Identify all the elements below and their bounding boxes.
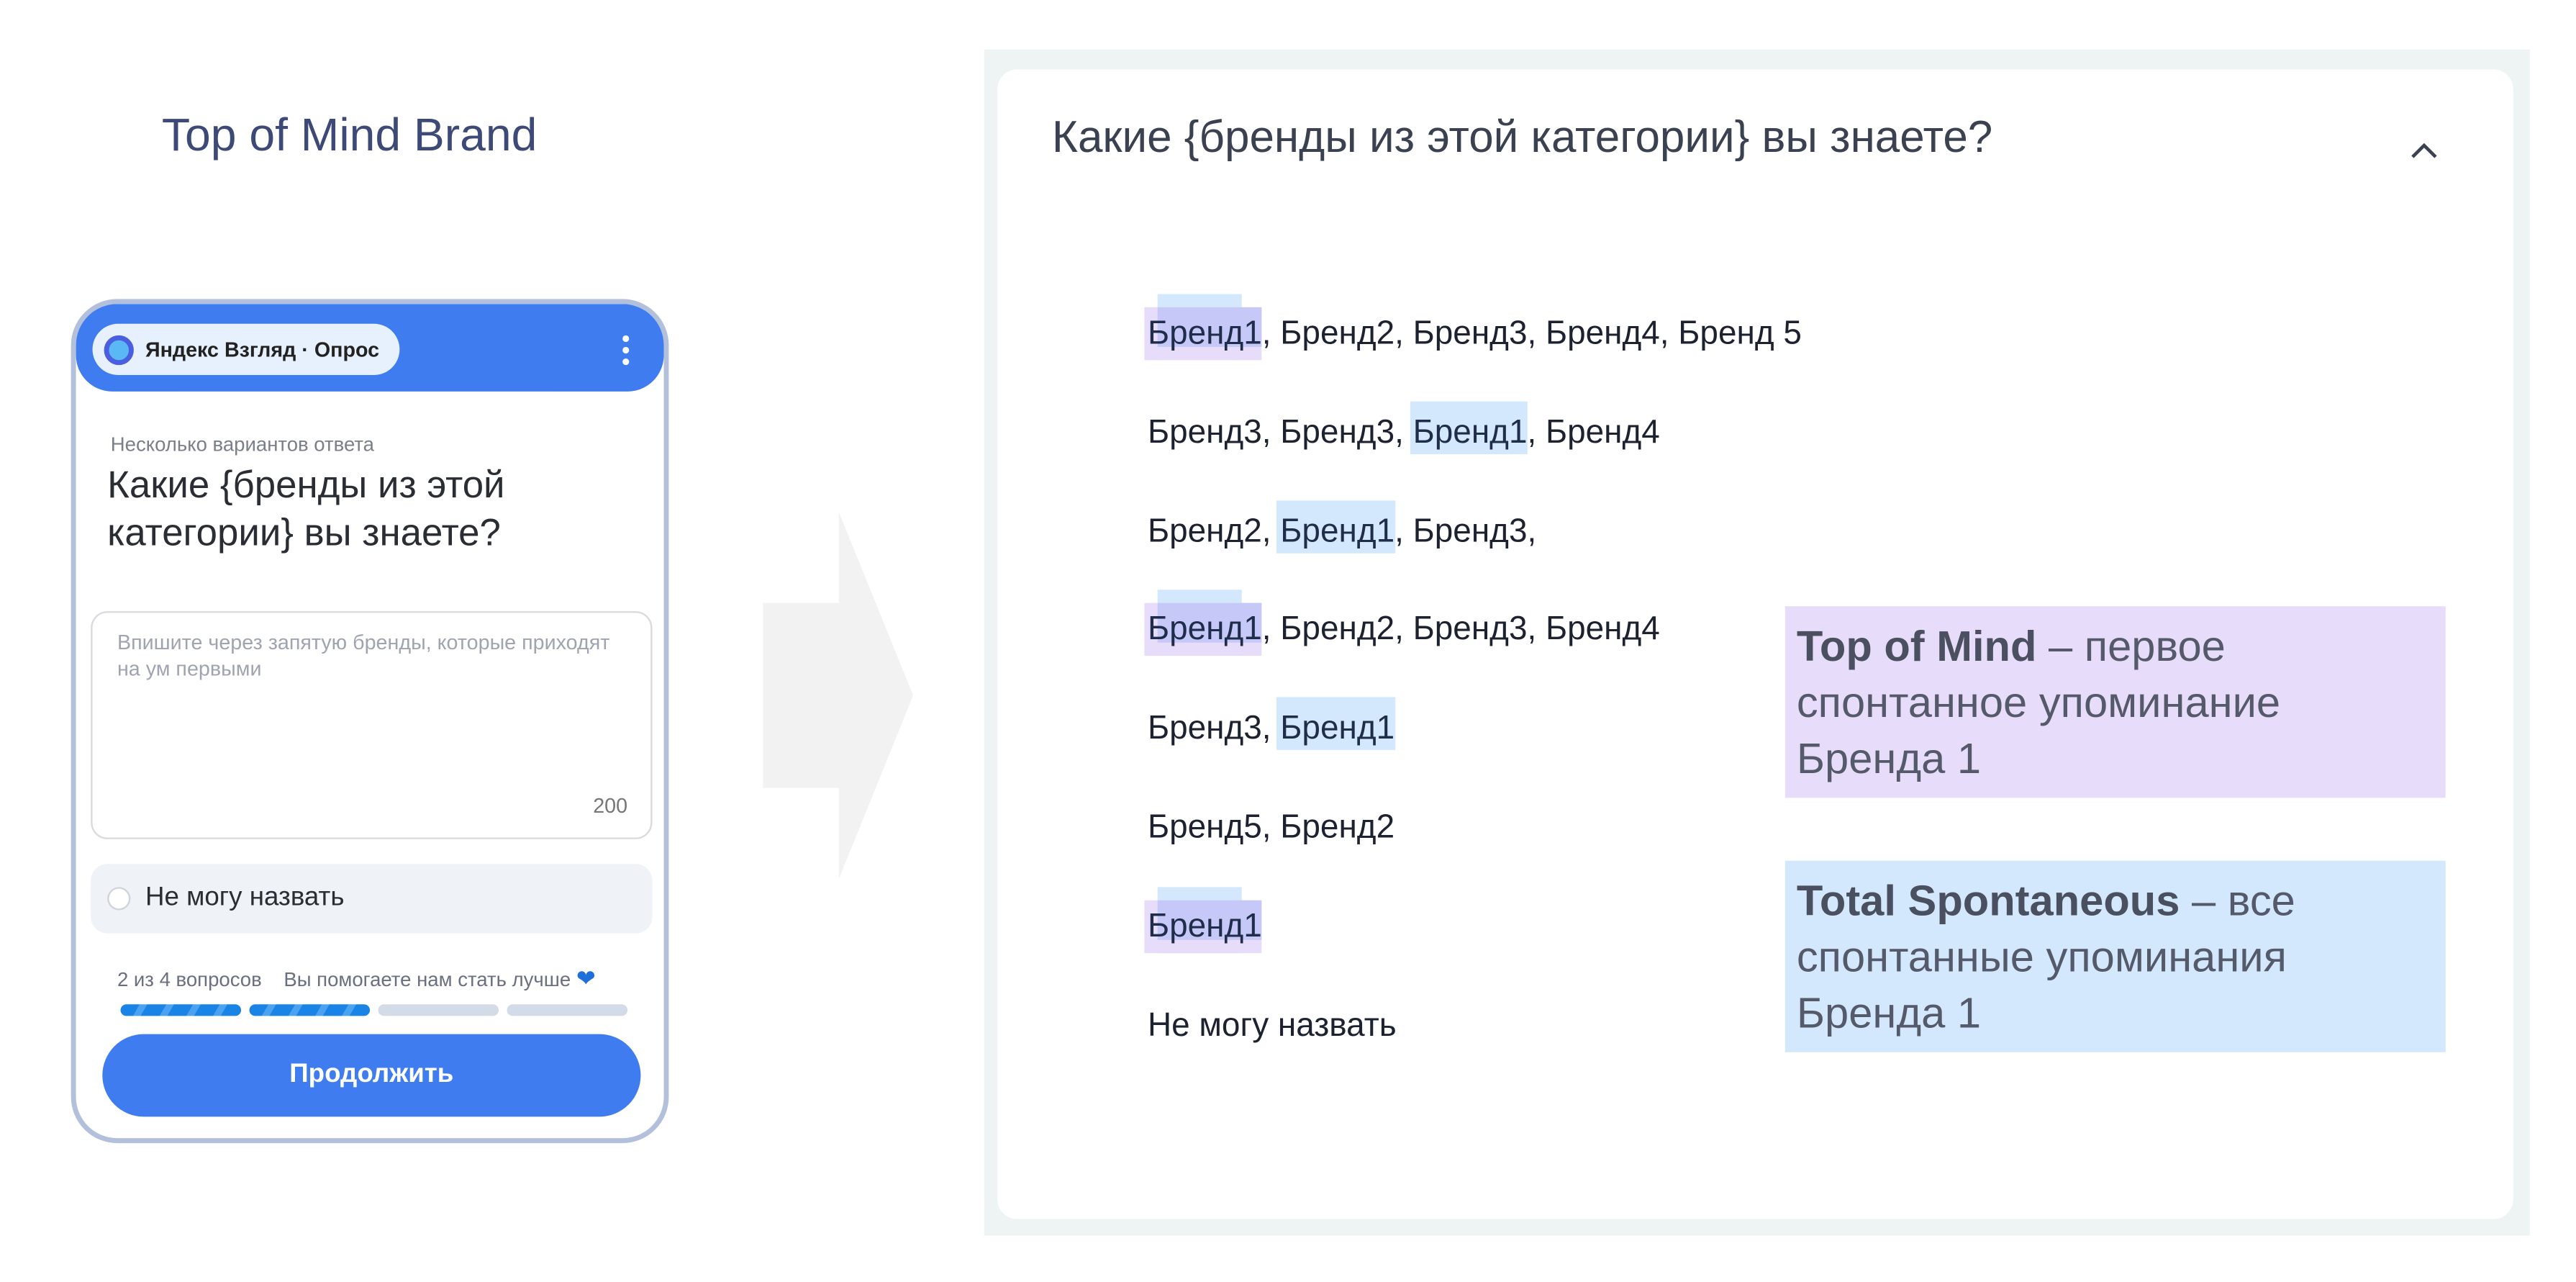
progress-caption: 2 из 4 вопросов Вы помогаете нам стать л… [117,965,596,993]
answer-row: Бренд5, Бренд2 [1148,808,1394,847]
note-term: Top of Mind [1796,620,2037,671]
brand-mention: Бренд1 [1147,612,1262,649]
highlight-top-of-mind: Бренд1 [1144,590,1262,656]
answer-row: Бренд2, Бренд1, Бренд3, [1147,500,1537,553]
textarea-placeholder: Впишите через запятую бренды, которые пр… [117,631,610,681]
answer-text: , Бренд3, [1394,513,1537,550]
answer-text: Бренд3, Бренд3, [1147,414,1413,451]
highlight-total-spontaneous: Бренд1 [1276,500,1395,553]
phone-survey-mockup: Яндекс Взгляд · Опрос Несколько варианто… [71,299,669,1144]
answer-text: Не могу назвать [1147,1006,1397,1044]
top-of-mind-note: Top of Mind – первое спонтанное упоминан… [1784,606,2446,798]
brand-mention: Бренд1 [1147,908,1262,945]
answer-row: Бренд3, Бренд1 [1147,697,1395,751]
note-desc: – все спонтанные упоминания Бренда 1 [1796,875,2295,1038]
answer-row: Бренд3, Бренд3, Бренд1, Бренд4 [1147,401,1660,454]
brand-mention: Бренд1 [1412,414,1528,451]
progress-segment [378,1004,499,1016]
highlight-top-of-mind: Бренд1 [1144,294,1262,361]
answer-textarea[interactable]: Впишите через запятую бренды, которые пр… [91,611,653,839]
answer-text: Бренд3, [1147,710,1281,747]
highlight-top-of-mind: Бренд1 [1144,886,1262,953]
answer-text: , Бренд2, Бренд3, Бренд4, Бренд 5 [1261,315,1802,352]
question-title: Какие {бренды из этой категории} вы знае… [107,462,505,554]
answer-row: Бренд1, Бренд2, Бренд3, Бренд4 [1144,590,1660,656]
highlight-total-spontaneous: Бренд1 [1410,401,1528,454]
option-label: Не могу назвать [145,883,345,912]
radio-button[interactable] [107,887,131,911]
total-spontaneous-note: Total Spontaneous – все спонтанные упоми… [1784,860,2446,1052]
answer-row: Бренд1 [1144,886,1262,953]
answer-row: Не могу назвать [1148,1006,1397,1045]
answer-text: , Бренд2, Бренд3, Бренд4 [1261,612,1660,649]
option-cant-name[interactable]: Не могу назвать [91,864,653,934]
answer-text: Бренд2, [1147,513,1281,550]
note-desc: – первое спонтанное упоминание Бренда 1 [1796,620,2281,783]
char-counter: 200 [593,794,628,818]
continue-button[interactable]: Продолжить [102,1034,641,1117]
survey-header: Яндекс Взгляд · Опрос [76,304,664,392]
brand-mention: Бренд1 [1280,710,1395,747]
more-menu-icon[interactable] [621,330,631,370]
progress-segment [249,1004,371,1016]
yandex-vzglyad-logo-icon [104,334,134,365]
card-question-title: Какие {бренды из этой категории} вы знае… [1051,112,1993,162]
chevron-up-icon[interactable] [2408,139,2441,162]
heart-icon: ❤ [576,965,596,991]
progress-segment [120,1004,242,1016]
question-type: Несколько вариантов ответа [110,433,374,456]
arrow-right-icon [763,512,914,879]
note-term: Total Spontaneous [1796,875,2180,926]
highlight-total-spontaneous: Бренд1 [1276,697,1395,751]
progress-count: 2 из 4 вопросов [117,967,262,991]
answer-text: Бренд5, Бренд2 [1147,809,1395,846]
brand-mention: Бренд1 [1147,315,1262,352]
page-heading: Top of Mind Brand [161,109,538,161]
app-name: Яндекс Взгляд · Опрос [145,338,380,361]
thanks-text: Вы помогаете нам стать лучше [284,967,571,991]
answer-row: Бренд1, Бренд2, Бренд3, Бренд4, Бренд 5 [1144,294,1802,361]
app-badge: Яндекс Взгляд · Опрос [92,323,400,375]
brand-mention: Бренд1 [1280,513,1395,550]
answer-text: , Бренд4 [1527,414,1660,451]
progress-segment [507,1004,628,1016]
